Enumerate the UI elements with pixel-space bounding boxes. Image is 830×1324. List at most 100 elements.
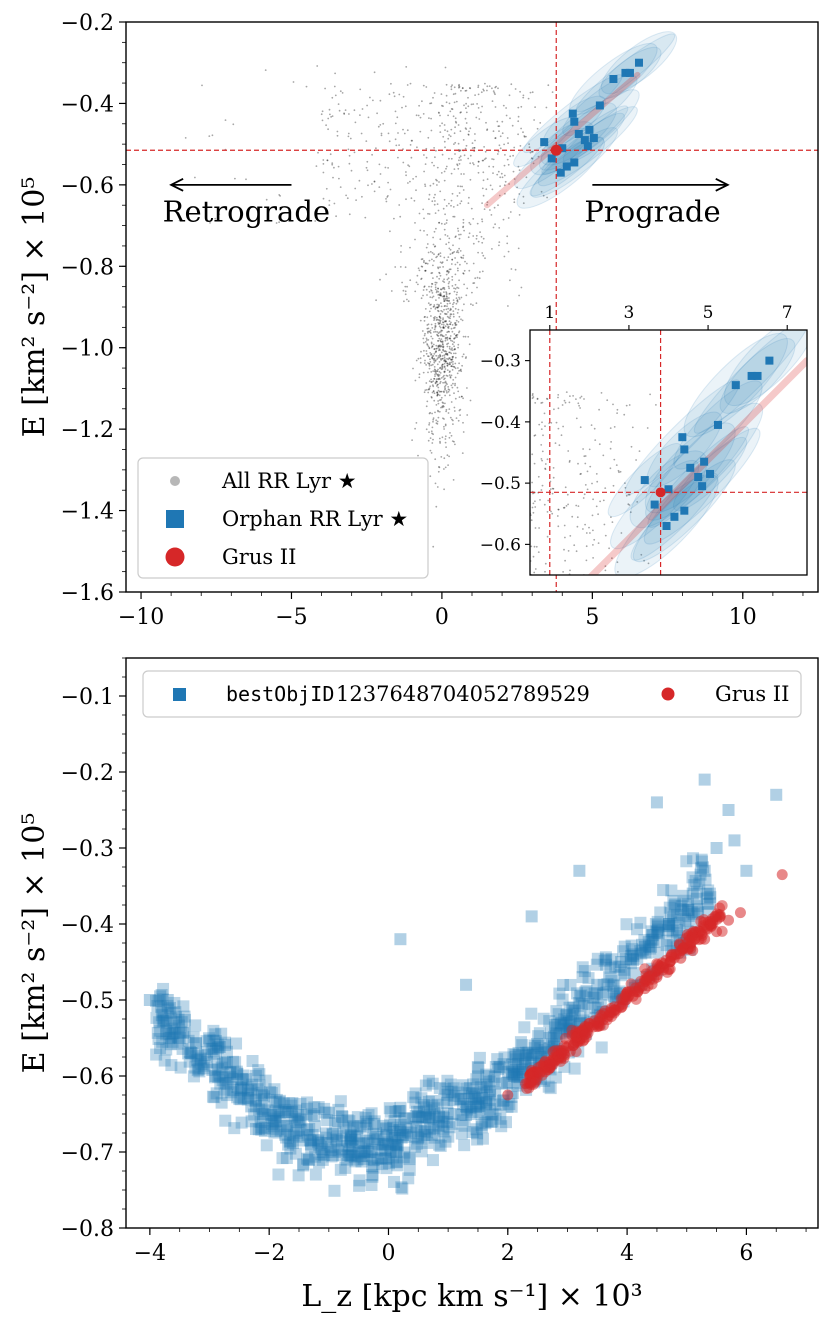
background-star [443, 366, 446, 369]
background-star [452, 206, 455, 208]
background-star [445, 293, 448, 296]
background-star [432, 358, 435, 361]
bestobj-cloud-point [344, 1129, 357, 1142]
bestobj-cloud-point [631, 923, 644, 936]
background-star [418, 373, 421, 376]
background-star [439, 294, 442, 296]
bestobj-cloud-point [331, 1130, 344, 1143]
background-star [416, 274, 419, 277]
background-star [444, 377, 446, 380]
background-star [459, 111, 462, 114]
background-star [448, 361, 451, 364]
bestobj-cloud-point [160, 1028, 173, 1041]
background-star [435, 505, 438, 508]
background-star [423, 349, 425, 352]
background-star [472, 242, 475, 245]
bestobj-cloud-point [286, 1097, 299, 1110]
bestobj-cloud-point [210, 1087, 223, 1100]
background-star [517, 120, 520, 123]
bestobj-cloud-point [445, 1085, 458, 1098]
background-star [431, 363, 434, 366]
background-star [439, 339, 442, 342]
background-star [533, 434, 536, 437]
background-star [474, 94, 476, 96]
background-star [517, 247, 520, 250]
background-star [546, 535, 549, 538]
background-star [448, 389, 451, 391]
background-star [462, 139, 465, 141]
background-star [464, 147, 467, 150]
background-star [437, 310, 440, 313]
background-star [430, 452, 433, 454]
background-star [458, 370, 460, 372]
background-star [438, 112, 440, 114]
x-tick-label: −10 [118, 605, 164, 630]
background-star [580, 472, 582, 475]
bestobj-cloud-point [625, 950, 638, 963]
bestobj-cloud-point [502, 1066, 515, 1079]
bestobj-cloud-point [379, 1144, 392, 1157]
background-star [449, 292, 451, 295]
background-star [492, 158, 495, 161]
background-star [442, 405, 445, 408]
background-star [314, 220, 317, 222]
background-star [459, 149, 462, 152]
bestobj-cloud-point [608, 978, 621, 991]
bestobj-cloud-point [342, 1145, 355, 1158]
background-star [184, 137, 187, 139]
grus-ii-point [591, 1021, 603, 1033]
background-star [602, 499, 605, 502]
bestobj-cloud-point [563, 1001, 576, 1014]
background-star [366, 104, 368, 107]
bestobj-cloud-point [643, 940, 656, 953]
background-star [435, 178, 437, 181]
background-star [463, 154, 466, 157]
background-star [430, 430, 433, 433]
background-star [448, 347, 451, 350]
bestobj-cloud-point [313, 1139, 326, 1152]
bestobj-cloud-point [507, 1048, 520, 1061]
background-star [457, 343, 460, 346]
background-star [646, 427, 649, 429]
background-star [509, 279, 511, 282]
bestobj-cloud-point [219, 1036, 232, 1049]
bestobj-cloud-point [329, 1133, 342, 1146]
bestobj-cloud-point [344, 1130, 357, 1143]
background-star [445, 353, 448, 356]
background-star [438, 390, 441, 393]
background-star [569, 395, 571, 397]
background-star [387, 181, 389, 184]
bestobj-cloud-point [302, 1153, 315, 1166]
bestobj-point [364, 1146, 377, 1158]
bestobj-cloud-point [360, 1150, 373, 1163]
background-star [423, 334, 426, 337]
bestobj-point [722, 804, 735, 816]
background-star [316, 65, 319, 67]
background-star [428, 362, 430, 365]
bestobj-cloud-point [522, 1049, 535, 1062]
background-star [422, 113, 425, 115]
orphan-rr-point [558, 144, 567, 153]
background-star [458, 396, 461, 398]
bestobj-cloud-point [208, 1047, 221, 1060]
background-star [471, 147, 474, 150]
bestobj-cloud-point [154, 990, 167, 1003]
background-star [465, 144, 468, 147]
background-star [428, 388, 430, 391]
background-star [466, 387, 468, 389]
bestobj-cloud-point [379, 1152, 392, 1165]
bestobj-cloud-point [191, 1049, 204, 1062]
bestobj-cloud-point [152, 1033, 165, 1046]
bestobj-cloud-point [384, 1145, 397, 1158]
bestobj-point [460, 1100, 473, 1113]
background-star [438, 410, 441, 413]
bestobj-cloud-point [189, 1050, 202, 1063]
background-star [443, 291, 445, 293]
background-star [450, 321, 452, 324]
bestobj-cloud-point [325, 1150, 338, 1163]
bestobj-cloud-point [575, 989, 588, 1002]
bestobj-cloud-point [301, 1096, 314, 1109]
background-star [384, 166, 387, 169]
background-star [417, 454, 419, 457]
